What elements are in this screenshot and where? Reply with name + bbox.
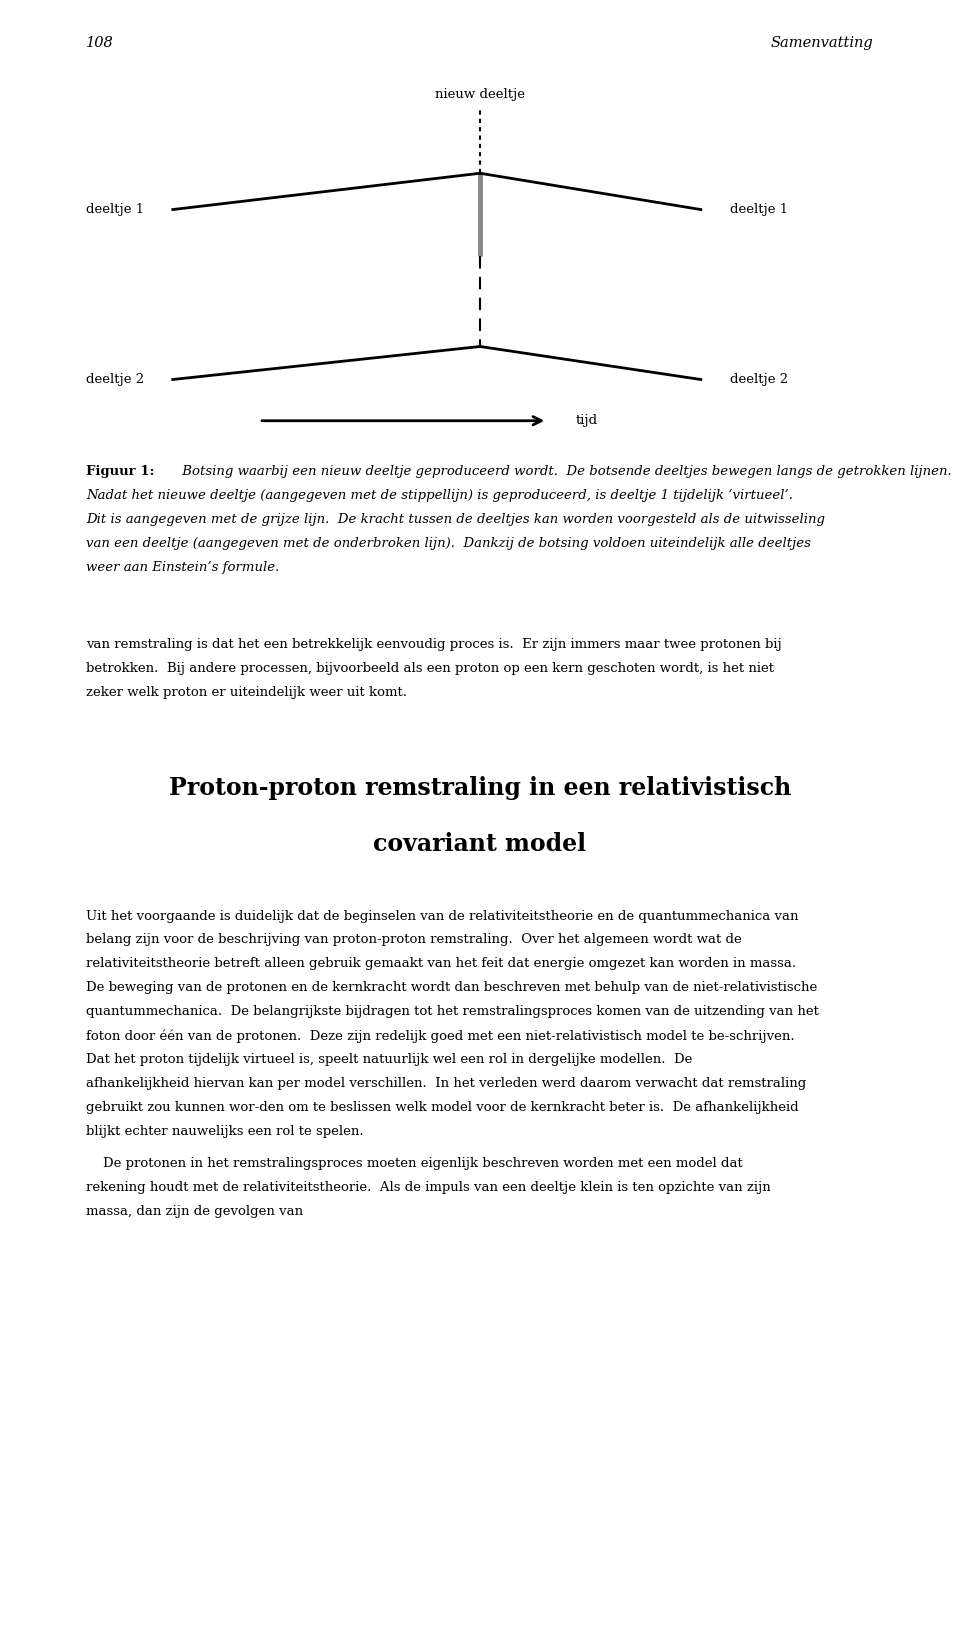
- Text: quantummechanica.  De belangrijkste bijdragen tot het remstralingsproces komen v: quantummechanica. De belangrijkste bijdr…: [86, 1005, 819, 1018]
- Text: deeltje 1: deeltje 1: [85, 203, 144, 216]
- Text: blijkt echter nauwelijks een rol te spelen.: blijkt echter nauwelijks een rol te spel…: [86, 1125, 364, 1138]
- Text: 108: 108: [86, 36, 114, 50]
- Text: deeltje 2: deeltje 2: [730, 373, 788, 386]
- Text: nieuw deeltje: nieuw deeltje: [435, 87, 525, 101]
- Text: weer aan Einstein’s formule.: weer aan Einstein’s formule.: [86, 561, 279, 574]
- Text: van remstraling is dat het een betrekkelijk eenvoudig proces is.  Er zijn immers: van remstraling is dat het een betrekkel…: [86, 639, 782, 652]
- Text: Dit is aangegeven met de grijze lijn.  De kracht tussen de deeltjes kan worden v: Dit is aangegeven met de grijze lijn. De…: [86, 513, 826, 526]
- Text: rekening houdt met de relativiteitstheorie.  Als de impuls van een deeltje klein: rekening houdt met de relativiteitstheor…: [86, 1181, 771, 1195]
- Text: Nadat het nieuwe deeltje (aangegeven met de stippellijn) is geproduceerd, is dee: Nadat het nieuwe deeltje (aangegeven met…: [86, 488, 793, 503]
- Text: Uit het voorgaande is duidelijk dat de beginselen van de relativiteitstheorie en: Uit het voorgaande is duidelijk dat de b…: [86, 909, 799, 922]
- Text: De protonen in het remstralingsproces moeten eigenlijk beschreven worden met een: De protonen in het remstralingsproces mo…: [86, 1157, 743, 1170]
- Text: deeltje 1: deeltje 1: [730, 203, 788, 216]
- Text: afhankelijkheid hiervan kan per model verschillen.  In het verleden werd daarom : afhankelijkheid hiervan kan per model ve…: [86, 1077, 806, 1091]
- Text: belang zijn voor de beschrijving van proton-proton remstraling.  Over het algeme: belang zijn voor de beschrijving van pro…: [86, 934, 742, 947]
- Text: betrokken.  Bij andere processen, bijvoorbeeld als een proton op een kern gescho: betrokken. Bij andere processen, bijvoor…: [86, 662, 775, 675]
- Text: Dat het proton tijdelijk virtueel is, speelt natuurlijk wel een rol in dergelijk: Dat het proton tijdelijk virtueel is, sp…: [86, 1053, 693, 1066]
- Text: Botsing waarbij een nieuw deeltje geproduceerd wordt.  De botsende deeltjes bewe: Botsing waarbij een nieuw deeltje geprod…: [178, 465, 951, 478]
- Text: gebruikt zou kunnen wor-den om te beslissen welk model voor de kernkracht beter : gebruikt zou kunnen wor-den om te beslis…: [86, 1101, 799, 1114]
- Text: zeker welk proton er uiteindelijk weer uit komt.: zeker welk proton er uiteindelijk weer u…: [86, 686, 407, 700]
- Text: covariant model: covariant model: [373, 832, 587, 856]
- Text: tijd: tijd: [576, 414, 598, 427]
- Text: relativiteitstheorie betreft alleen gebruik gemaakt van het feit dat energie omg: relativiteitstheorie betreft alleen gebr…: [86, 957, 797, 970]
- Text: Samenvatting: Samenvatting: [771, 36, 874, 50]
- Text: foton door één van de protonen.  Deze zijn redelijk goed met een niet-relativist: foton door één van de protonen. Deze zij…: [86, 1030, 795, 1043]
- Text: De beweging van de protonen en de kernkracht wordt dan beschreven met behulp van: De beweging van de protonen en de kernkr…: [86, 982, 818, 995]
- Text: deeltje 2: deeltje 2: [85, 373, 144, 386]
- Text: van een deeltje (aangegeven met de onderbroken lijn).  Dankzij de botsing voldoe: van een deeltje (aangegeven met de onder…: [86, 538, 811, 549]
- Text: massa, dan zijn de gevolgen van: massa, dan zijn de gevolgen van: [86, 1204, 303, 1218]
- Text: Figuur 1:: Figuur 1:: [86, 465, 155, 478]
- Text: Proton-proton remstraling in een relativistisch: Proton-proton remstraling in een relativ…: [169, 776, 791, 800]
